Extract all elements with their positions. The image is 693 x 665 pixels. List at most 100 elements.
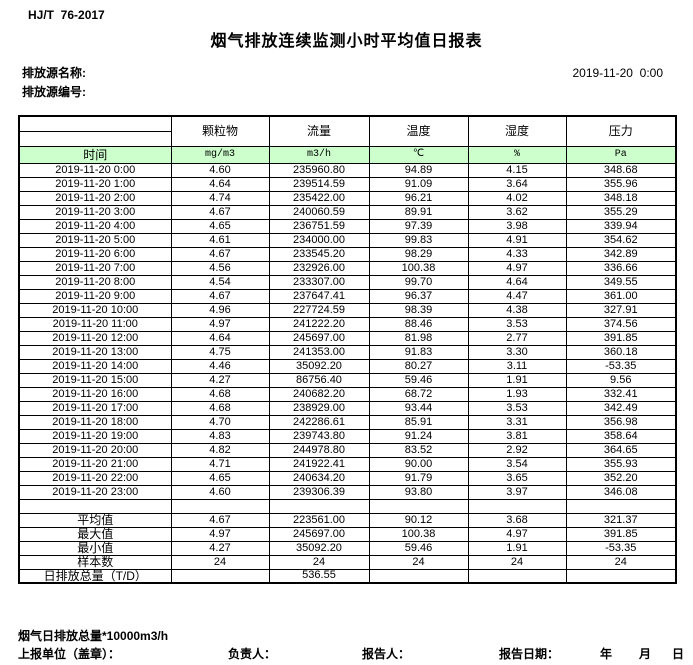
table-row: 2019-11-20 9:00 4.67 237647.41 96.37 4.47 361… [18,288,677,304]
value-cell: 4.38 [467,302,567,318]
value-cell: 91.24 [368,428,469,444]
value-cell: 4.15 [467,162,567,178]
time-column-header: 时间 [18,145,172,164]
value-cell: 4.82 [170,442,270,458]
value-cell: 339.94 [565,218,677,234]
time-cell: 2019-11-20 3:00 [18,204,172,220]
time-cell: 2019-11-20 20:00 [18,442,172,458]
value-cell: 346.08 [565,484,677,500]
time-cell: 2019-11-20 2:00 [18,190,172,206]
value-cell: 97.39 [368,218,469,234]
summary-value-cell: 4.27 [170,540,270,556]
summary-value-cell [170,568,270,584]
time-cell: 2019-11-20 22:00 [18,470,172,486]
summary-value-cell [565,568,677,584]
summary-value-cell: 223561.00 [268,512,370,528]
source-name-label: 排放源名称: [22,66,86,80]
value-cell: 348.18 [565,190,677,206]
value-cell: 1.93 [467,386,567,402]
value-cell: 35092.20 [268,358,370,374]
value-cell: 99.70 [368,274,469,290]
summary-value-cell: 24 [368,554,469,570]
table-row: 2019-11-20 15:00 4.27 86756.40 59.46 1.91 9.5… [18,372,677,388]
unit-temperature: ℃ [368,145,469,164]
table-row: 2019-11-20 6:00 4.67 233545.20 98.29 4.33 342… [18,246,677,262]
value-cell: 100.38 [368,260,469,276]
value-cell: 245697.00 [268,330,370,346]
value-cell: 96.21 [368,190,469,206]
empty-cell [565,498,677,514]
value-cell: 91.83 [368,344,469,360]
value-cell: 241922.41 [268,456,370,472]
value-cell: 99.83 [368,232,469,248]
summary-value-cell: 4.97 [170,526,270,542]
value-cell: 4.64 [170,330,270,346]
table-row: 2019-11-20 13:00 4.75 241353.00 91.83 3.30 36… [18,344,677,360]
table-row: 2019-11-20 22:00 4.65 240634.20 91.79 3.65 35… [18,470,677,486]
value-cell: 239306.39 [268,484,370,500]
spacer-row [18,498,677,514]
value-cell: 4.64 [467,274,567,290]
summary-value-cell: 3.68 [467,512,567,528]
value-cell: 4.60 [170,484,270,500]
table-row: 2019-11-20 14:00 4.46 35092.20 80.27 3.11 -53… [18,358,677,374]
value-cell: 4.33 [467,246,567,262]
value-cell: 235422.00 [268,190,370,206]
value-cell: 242286.61 [268,414,370,430]
summary-value-cell: 24 [467,554,567,570]
table-row: 2019-11-20 17:00 4.68 238929.00 93.44 3.53 34… [18,400,677,416]
value-cell: 4.60 [170,162,270,178]
table-row: 2019-11-20 3:00 4.67 240060.59 89.91 3.62 355… [18,204,677,220]
summary-value-cell: 100.38 [368,526,469,542]
value-cell: 4.02 [467,190,567,206]
value-cell: 4.83 [170,428,270,444]
value-cell: 9.56 [565,372,677,388]
value-cell: 86756.40 [268,372,370,388]
time-cell: 2019-11-20 1:00 [18,176,172,192]
time-cell: 2019-11-20 12:00 [18,330,172,346]
value-cell: 361.00 [565,288,677,304]
value-cell: 227724.59 [268,302,370,318]
value-cell: 90.00 [368,456,469,472]
value-cell: 4.65 [170,218,270,234]
value-cell: 4.74 [170,190,270,206]
summary-label-cell: 平均值 [18,512,172,528]
value-cell: 349.55 [565,274,677,290]
value-cell: 233307.00 [268,274,370,290]
summary-row: 平均值 4.67 223561.00 90.12 3.68 321.37 [18,512,677,528]
time-cell: 2019-11-20 15:00 [18,372,172,388]
summary-value-cell: -53.35 [565,540,677,556]
value-cell: 3.30 [467,344,567,360]
table-row: 2019-11-20 7:00 4.56 232926.00 100.38 4.97 33… [18,260,677,276]
value-cell: 4.46 [170,358,270,374]
value-cell: 3.31 [467,414,567,430]
value-cell: 241353.00 [268,344,370,360]
unit-flow: m3/h [268,145,370,164]
empty-cell [170,498,270,514]
summary-row: 日排放总量（T/D） 536.55 [18,568,677,584]
reporter-label: 报告人： [362,647,411,661]
value-cell: 89.91 [368,204,469,220]
value-cell: 364.65 [565,442,677,458]
summary-value-cell: 90.12 [368,512,469,528]
value-cell: 236751.59 [268,218,370,234]
table-row: 2019-11-20 4:00 4.65 236751.59 97.39 3.98 339… [18,218,677,234]
value-cell: 360.18 [565,344,677,360]
time-cell: 2019-11-20 14:00 [18,358,172,374]
value-cell: 238929.00 [268,400,370,416]
value-cell: 332.41 [565,386,677,402]
table-row: 2019-11-20 23:00 4.60 239306.39 93.80 3.97 34… [18,484,677,500]
time-cell: 2019-11-20 7:00 [18,260,172,276]
value-cell: 4.67 [170,246,270,262]
responsible-person-label: 负责人： [228,647,277,661]
source-code-label: 排放源编号: [22,85,86,99]
value-cell: 355.96 [565,176,677,192]
value-cell: 234000.00 [268,232,370,248]
table-row: 2019-11-20 10:00 4.96 227724.59 98.39 4.38 32… [18,302,677,318]
summary-row: 样本数 24 24 24 24 24 [18,554,677,570]
summary-value-cell: 536.55 [268,568,370,584]
value-cell: 3.97 [467,484,567,500]
value-cell: 81.98 [368,330,469,346]
summary-value-cell [368,568,469,584]
